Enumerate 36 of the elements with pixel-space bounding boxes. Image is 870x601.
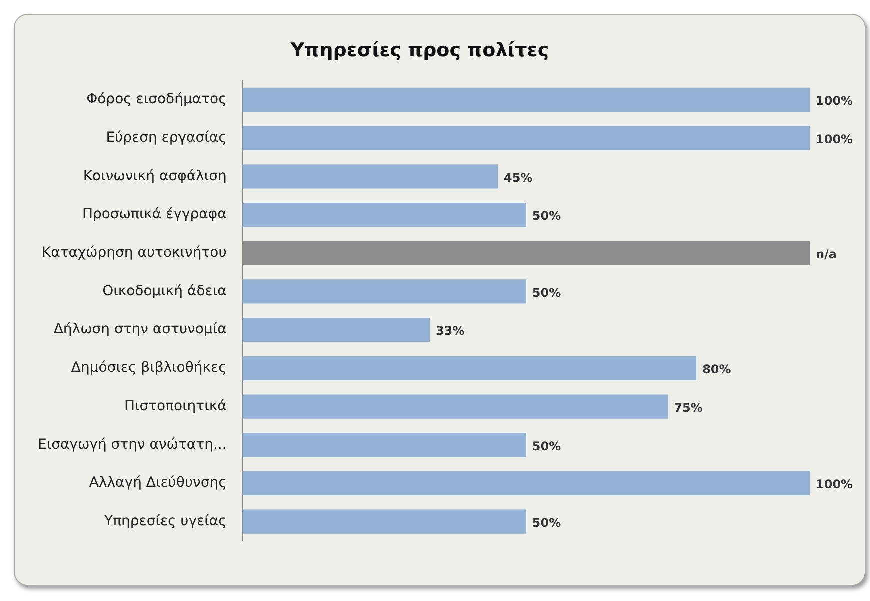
y-tick-label: Εύρεση εργασίας (106, 130, 227, 146)
y-tick-label: Εισαγωγή στην ανώτατη... (38, 436, 227, 453)
data-label: 50% (532, 286, 562, 300)
bar (242, 510, 526, 534)
bar (242, 471, 810, 496)
data-label: 50% (532, 209, 562, 224)
data-label: n/a (816, 248, 838, 262)
y-tick-label: Αλλαγή Διεύθυνσης (89, 475, 227, 492)
data-label: 80% (702, 362, 732, 377)
bar (242, 433, 526, 458)
data-label: 45% (504, 170, 533, 185)
data-label: 100% (816, 94, 854, 108)
bar (242, 356, 697, 381)
bar (242, 394, 668, 419)
data-label: 50% (532, 439, 562, 454)
y-tick-label: Πιστοποιητικά (124, 398, 227, 414)
data-label: 33% (436, 324, 465, 338)
y-tick-label: Φόρος εισοδήματος (86, 92, 227, 108)
y-tick-label: Δημόσιες βιβλιοθήκες (71, 360, 227, 376)
bar (242, 280, 526, 304)
y-tick-label: Καταχώρηση αυτοκινήτου (42, 245, 227, 262)
y-tick-label: Προσωπικά έγγραφα (82, 206, 227, 223)
bar (242, 318, 430, 342)
data-label: 100% (816, 132, 854, 146)
data-label: 50% (532, 516, 562, 530)
bar (242, 126, 810, 150)
bar (242, 202, 526, 228)
data-label: 75% (674, 400, 703, 415)
y-tick-label: Κοινωνική ασφάλιση (83, 168, 227, 184)
bar (242, 88, 810, 112)
y-tick-label: Οικοδομική άδεια (102, 283, 227, 300)
chart-title: Υπηρεσίες προς πολίτες (290, 39, 550, 62)
data-label: 100% (816, 478, 854, 492)
y-tick-label: Δήλωση στην αστυνομία (54, 322, 227, 338)
bar (242, 164, 498, 189)
y-tick-label: Υπηρεσίες υγείας (104, 513, 227, 530)
